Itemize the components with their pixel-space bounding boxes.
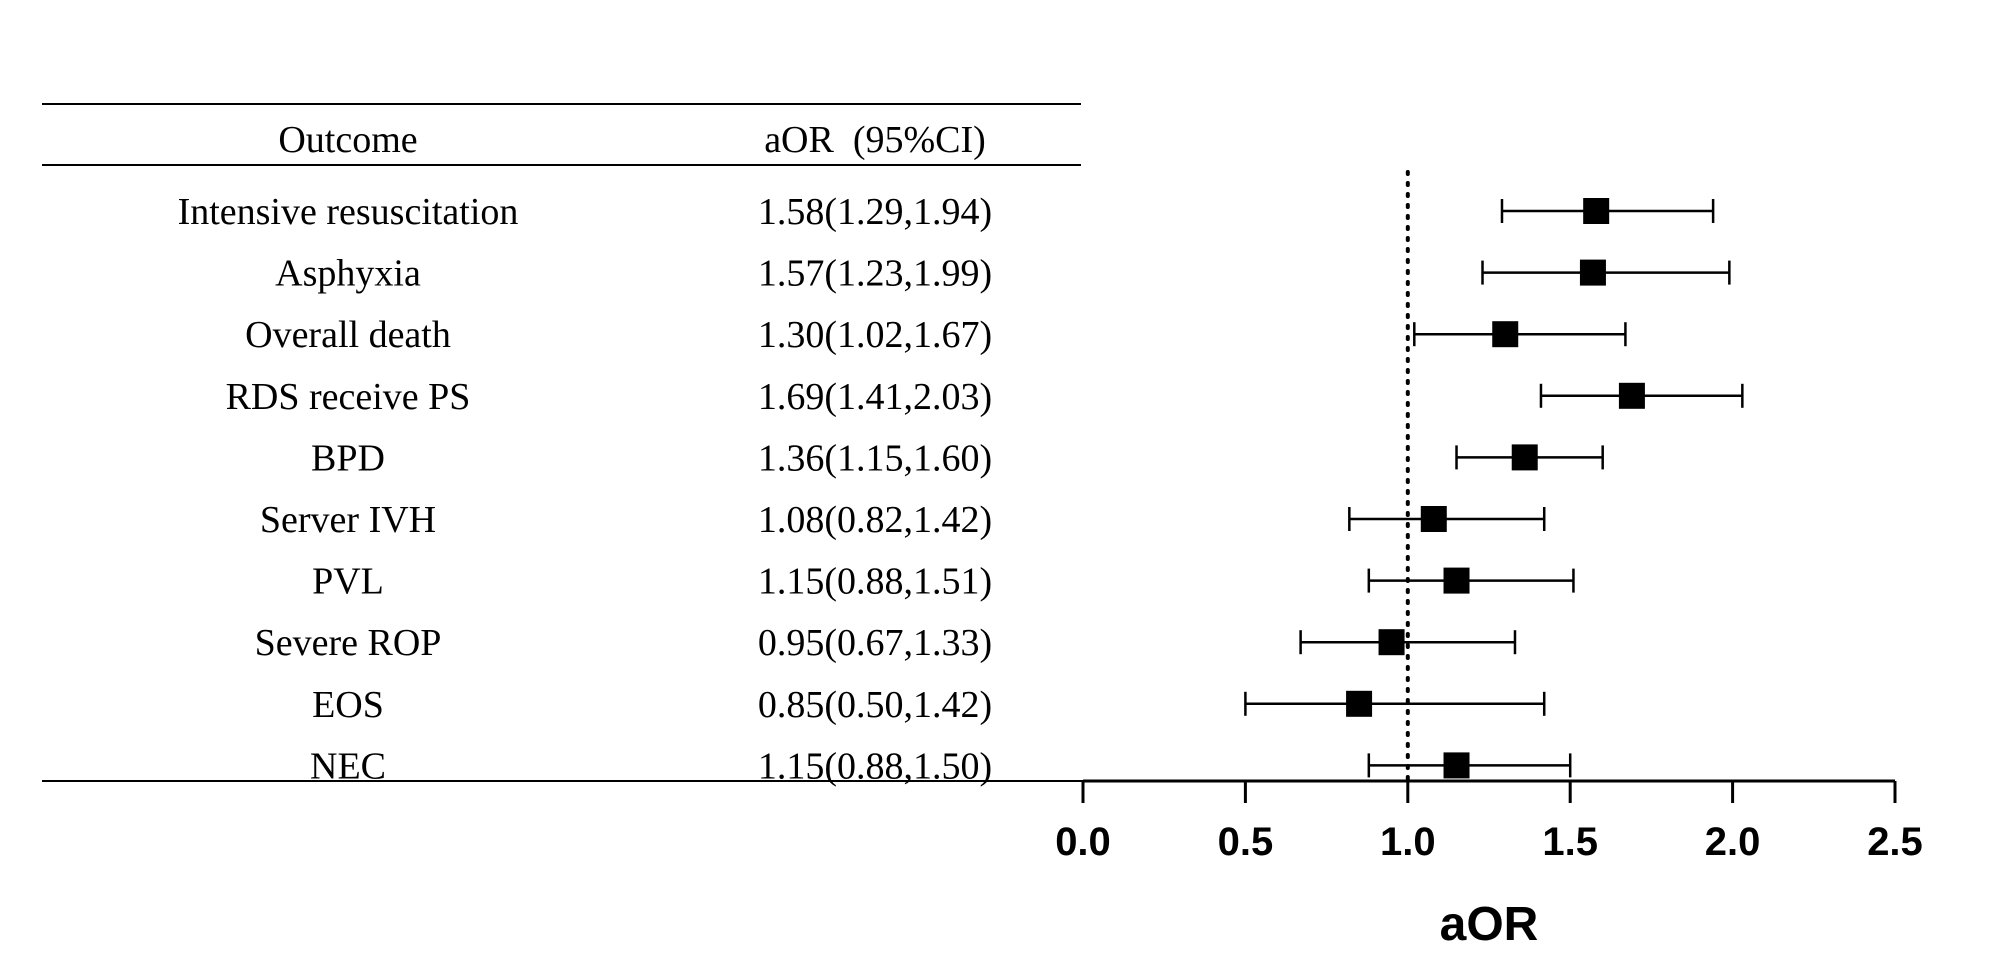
estimate-column-header: aOR (95%CI) <box>764 119 986 161</box>
x-tick-label: 0.5 <box>1218 820 1274 864</box>
estimate-label: 1.36(1.15,1.60) <box>758 437 992 479</box>
estimate-label: 0.95(0.67,1.33) <box>758 622 992 664</box>
forest-row: RDS receive PS 1.69(1.41,2.03) <box>226 376 1744 418</box>
x-tick-label: 2.5 <box>1867 820 1923 864</box>
x-tick-label: 1.5 <box>1542 820 1598 864</box>
x-tick-label: 1.0 <box>1380 820 1436 864</box>
outcome-label: RDS receive PS <box>226 376 471 418</box>
forest-row: EOS 0.85(0.50,1.42) <box>312 684 1546 726</box>
estimate-label: 1.57(1.23,1.99) <box>758 253 992 295</box>
forest-row: PVL 1.15(0.88,1.51) <box>312 561 1575 603</box>
forest-row: NEC 1.15(0.88,1.50) <box>310 745 1572 787</box>
aor-point <box>1378 629 1405 656</box>
estimate-label: 1.30(1.02,1.67) <box>758 314 992 356</box>
forest-row: Asphyxia 1.57(1.23,1.99) <box>275 253 1731 295</box>
outcome-label: Intensive resuscitation <box>178 191 519 233</box>
outcome-column-header: Outcome <box>278 119 417 161</box>
aor-point <box>1443 752 1470 779</box>
forest-row: BPD 1.36(1.15,1.60) <box>311 437 1604 479</box>
estimate-label: 0.85(0.50,1.42) <box>758 684 992 726</box>
x-axis: 0.0 0.5 1.0 1.5 2.0 2.5 <box>1055 779 1923 864</box>
estimate-label: 1.08(0.82,1.42) <box>758 499 992 541</box>
outcome-label: EOS <box>312 684 384 726</box>
forest-row: Intensive resuscitation 1.58(1.29,1.94) <box>178 191 1715 233</box>
outcome-label: Overall death <box>245 314 451 356</box>
estimate-label: 1.15(0.88,1.50) <box>758 745 992 787</box>
aor-point <box>1492 321 1519 348</box>
outcome-label: Server IVH <box>260 499 436 541</box>
x-axis-label: aOR <box>1440 898 1539 951</box>
outcome-label: Asphyxia <box>275 253 421 295</box>
outcome-label: NEC <box>310 745 386 787</box>
x-tick-label: 2.0 <box>1705 820 1761 864</box>
estimate-label: 1.58(1.29,1.94) <box>758 191 992 233</box>
outcome-label: PVL <box>312 561 384 603</box>
aor-point <box>1511 444 1538 471</box>
forest-rows: Intensive resuscitation 1.58(1.29,1.94) As… <box>178 191 1744 787</box>
forest-row: Overall death 1.30(1.02,1.67) <box>245 314 1627 356</box>
forest-row: Server IVH 1.08(0.82,1.42) <box>260 499 1546 541</box>
aor-point <box>1618 382 1645 409</box>
estimate-label: 1.15(0.88,1.51) <box>758 561 992 603</box>
outcome-label: Severe ROP <box>255 622 442 664</box>
aor-point <box>1579 259 1606 286</box>
aor-point <box>1583 198 1610 224</box>
aor-point <box>1420 506 1447 532</box>
x-tick-label: 0.0 <box>1055 820 1111 864</box>
aor-point <box>1346 690 1373 717</box>
forest-row: Severe ROP 0.95(0.67,1.33) <box>255 622 1517 664</box>
outcome-label: BPD <box>311 437 385 479</box>
estimate-label: 1.69(1.41,2.03) <box>758 376 992 418</box>
aor-point <box>1443 567 1470 594</box>
